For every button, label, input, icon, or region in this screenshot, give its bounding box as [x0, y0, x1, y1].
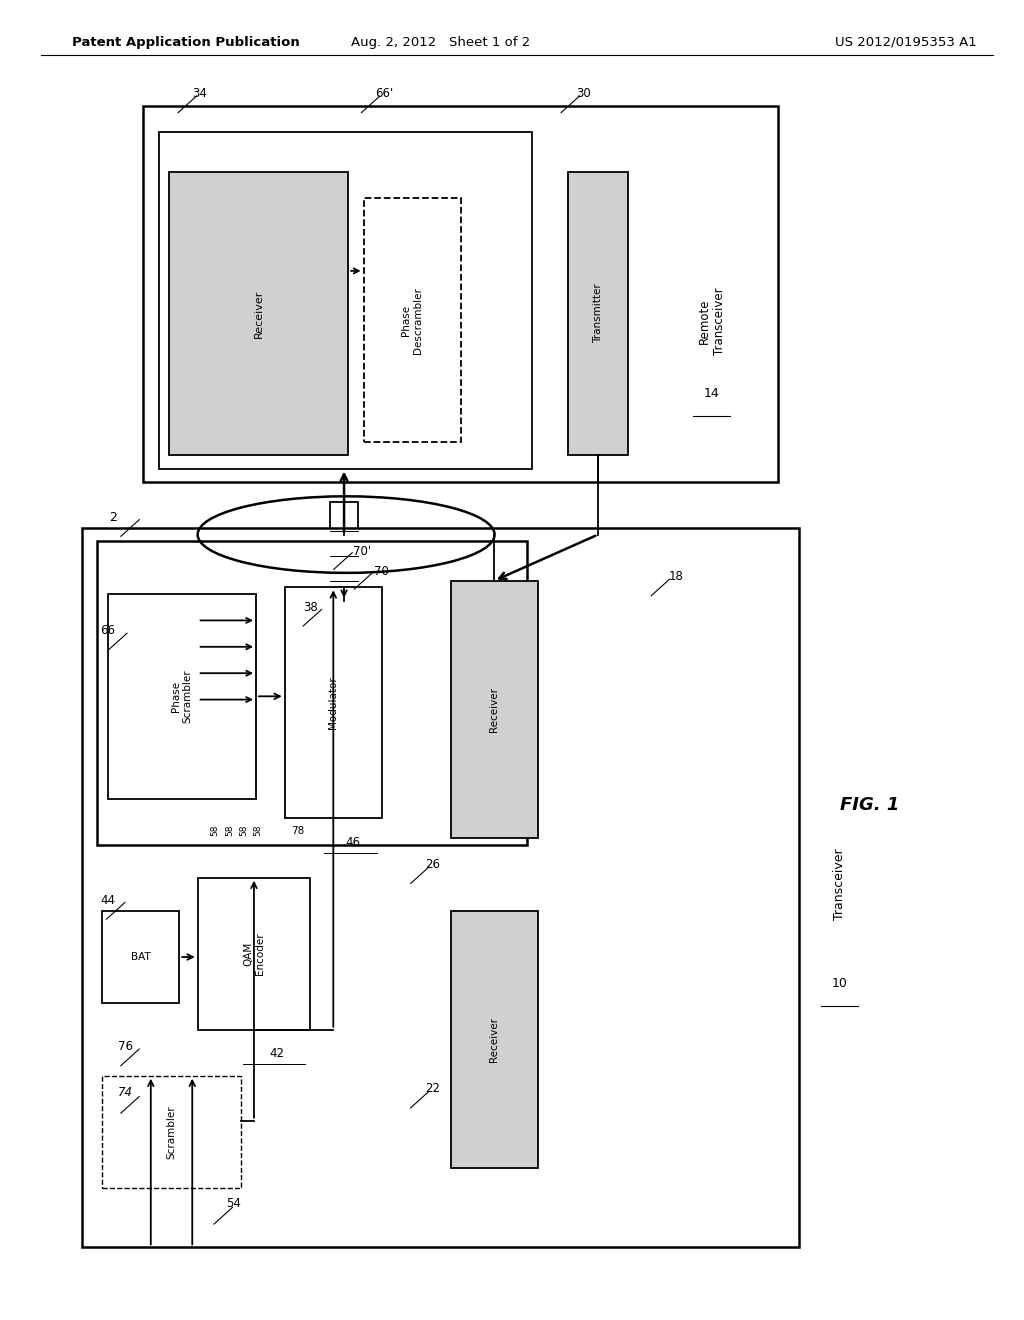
Bar	[108, 594, 256, 799]
Text: 58: 58	[254, 824, 262, 836]
Bar	[198, 878, 310, 1030]
Text: BAT: BAT	[131, 952, 151, 962]
Bar	[285, 587, 382, 818]
Bar	[102, 1076, 241, 1188]
Text: Remote
Transceiver: Remote Transceiver	[697, 286, 726, 355]
Text: QAM
Encoder: QAM Encoder	[243, 932, 265, 975]
Text: Receiver: Receiver	[254, 289, 263, 338]
Text: US 2012/0195353 A1: US 2012/0195353 A1	[836, 36, 977, 49]
Text: 54: 54	[226, 1197, 241, 1210]
Text: 46: 46	[345, 836, 360, 849]
Text: 10: 10	[831, 977, 848, 990]
Text: 58: 58	[225, 824, 233, 836]
Bar	[451, 581, 538, 838]
Text: 58: 58	[211, 824, 219, 836]
Text: 22: 22	[425, 1082, 440, 1096]
Text: 66': 66'	[375, 87, 393, 100]
Text: 30: 30	[577, 87, 591, 100]
Text: FIG. 1: FIG. 1	[840, 796, 899, 814]
Bar	[364, 198, 461, 442]
Text: Receiver: Receiver	[489, 1016, 499, 1063]
Text: 44: 44	[100, 894, 116, 907]
Bar	[451, 911, 538, 1168]
Text: Modulator: Modulator	[329, 677, 338, 729]
Text: 76: 76	[118, 1040, 133, 1053]
Bar	[330, 502, 358, 601]
Text: 70': 70'	[353, 545, 372, 558]
Text: 2: 2	[109, 511, 117, 524]
Text: Transmitter: Transmitter	[593, 284, 603, 343]
Text: 38: 38	[303, 601, 317, 614]
Text: Aug. 2, 2012   Sheet 1 of 2: Aug. 2, 2012 Sheet 1 of 2	[350, 36, 530, 49]
Text: 66: 66	[100, 624, 116, 638]
Text: 78: 78	[291, 825, 304, 836]
Text: 14: 14	[703, 387, 720, 400]
Text: 42: 42	[269, 1047, 284, 1060]
Text: Phase
Scrambler: Phase Scrambler	[171, 669, 193, 723]
Text: 34: 34	[193, 87, 207, 100]
Bar	[169, 172, 348, 455]
Bar	[143, 106, 778, 482]
Text: 70: 70	[374, 565, 389, 578]
Text: Scrambler: Scrambler	[167, 1105, 176, 1159]
Bar	[568, 172, 628, 455]
Bar	[102, 911, 179, 1003]
Text: Phase
Descrambler: Phase Descrambler	[401, 286, 423, 354]
Bar	[82, 528, 799, 1247]
Text: 18: 18	[669, 570, 683, 583]
Text: Transceiver: Transceiver	[834, 849, 846, 920]
Text: Patent Application Publication: Patent Application Publication	[72, 36, 299, 49]
Text: 26: 26	[425, 858, 440, 871]
Bar	[159, 132, 532, 469]
Text: 74: 74	[118, 1086, 133, 1100]
Bar	[97, 541, 527, 845]
Text: Receiver: Receiver	[489, 686, 499, 733]
Text: 58: 58	[240, 824, 248, 836]
